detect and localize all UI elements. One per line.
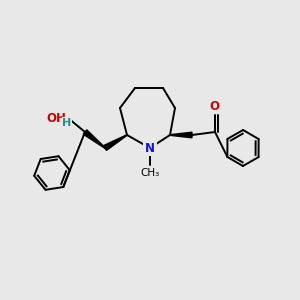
Text: CH₃: CH₃ (140, 168, 160, 178)
Text: OH: OH (46, 112, 66, 124)
Polygon shape (170, 132, 192, 138)
Polygon shape (83, 130, 105, 148)
Text: O: O (209, 100, 219, 113)
Text: N: N (145, 142, 155, 154)
Polygon shape (103, 135, 127, 150)
Text: H: H (62, 118, 72, 128)
